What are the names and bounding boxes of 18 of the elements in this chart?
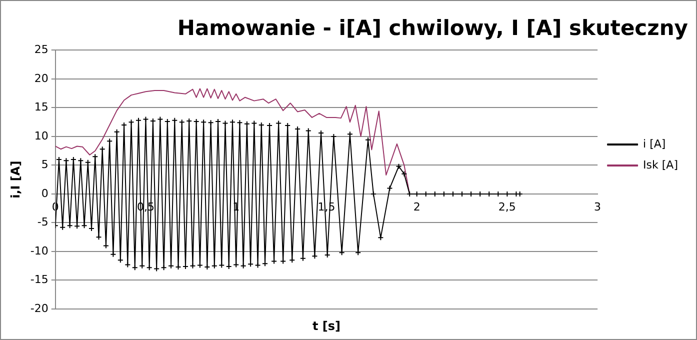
x-tick-label: 3 [594, 200, 602, 214]
y-tick-label: 25 [34, 43, 48, 56]
x-tick-label: 2 [413, 200, 420, 214]
y-tick-label: -10 [30, 244, 48, 258]
y-tick-label: -20 [30, 302, 48, 315]
legend-label: Isk [A] [643, 158, 678, 172]
y-tick-label: 15 [34, 100, 48, 114]
x-tick-label: 2,5 [498, 200, 516, 214]
chart-title: Hamowanie - i[A] chwilowy, I [A] skuteczny [177, 16, 688, 40]
y-axis-title: i,I [A] [8, 160, 22, 198]
y-tick-label: 0 [41, 186, 48, 200]
y-tick-label: 20 [34, 72, 48, 85]
legend-label: i [A] [643, 137, 666, 150]
y-tick-label: -5 [37, 216, 48, 229]
y-tick-label: -15 [30, 273, 48, 286]
y-tick-label: 5 [41, 158, 48, 172]
y-tick-label: 10 [34, 129, 48, 142]
x-axis-title: t [s] [312, 319, 340, 334]
